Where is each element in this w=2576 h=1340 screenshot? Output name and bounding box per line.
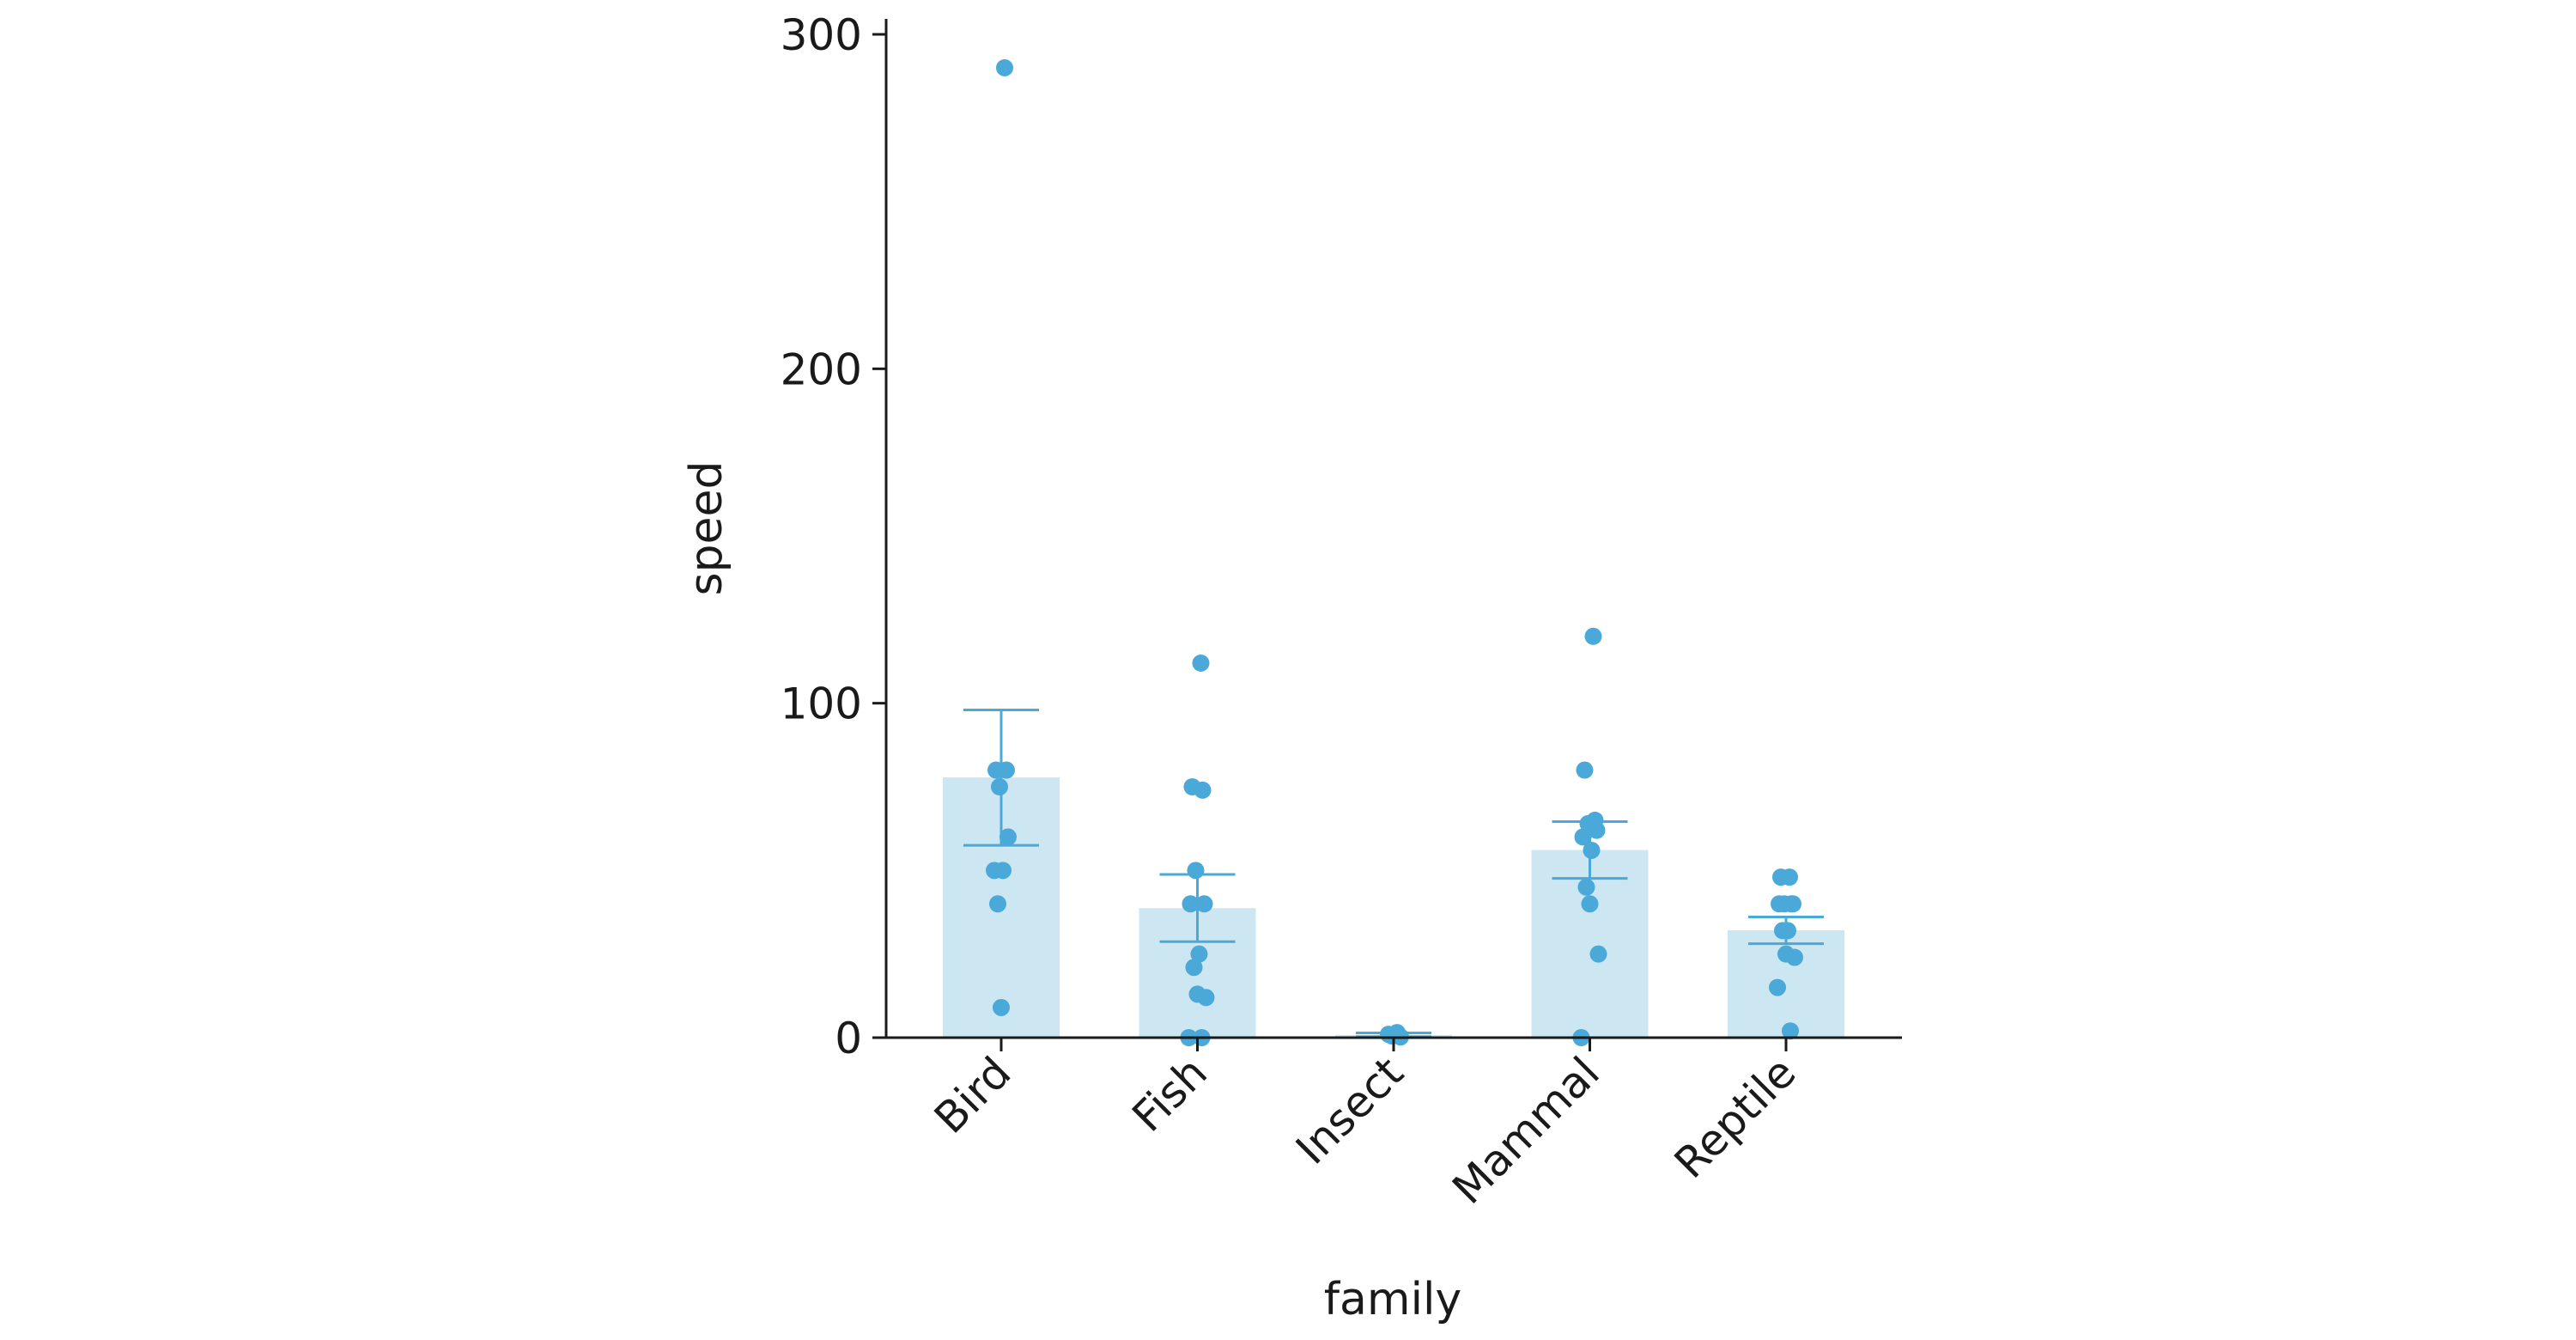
data-point (1771, 895, 1788, 913)
data-point (1784, 895, 1801, 913)
data-point (1583, 841, 1601, 859)
data-point (1197, 989, 1215, 1007)
y-tick-label-200: 200 (781, 344, 862, 394)
data-point (1769, 978, 1786, 996)
bars-layer (943, 777, 1844, 1038)
data-point (989, 895, 1006, 913)
data-point (1185, 959, 1203, 977)
y-axis-title: speed (681, 460, 732, 595)
x-tick-label-reptile: Reptile (1665, 1047, 1805, 1187)
data-point (998, 761, 1015, 779)
x-tick-label-insect: Insect (1286, 1047, 1413, 1173)
ticks-layer: Bird Fish Insect Mammal Reptile 0 100 200 300 (781, 10, 1806, 1214)
data-point (996, 58, 1013, 76)
x-tick-label-mammal: Mammal (1443, 1047, 1609, 1214)
data-point (1190, 945, 1208, 963)
data-point (1187, 862, 1205, 880)
y-tick-label-300: 300 (781, 10, 862, 60)
error-bars-layer (963, 708, 1824, 1038)
data-point (1772, 868, 1789, 886)
data-point (1576, 761, 1594, 779)
data-point (1182, 895, 1200, 913)
error-bar-bird (963, 708, 1039, 847)
data-point (1782, 1022, 1799, 1040)
data-point (1774, 922, 1791, 940)
data-point (1581, 895, 1599, 913)
data-point (994, 862, 1012, 880)
data-point (1194, 781, 1212, 799)
data-point (999, 828, 1017, 846)
x-axis-title: family (1324, 1274, 1462, 1325)
data-point (993, 998, 1010, 1016)
data-point (991, 778, 1008, 795)
y-tick-label-0: 0 (835, 1014, 862, 1063)
data-point (1588, 821, 1606, 839)
data-point (1574, 828, 1592, 846)
x-tick-label-bird: Bird (925, 1047, 1020, 1142)
data-point (1195, 895, 1213, 913)
y-tick-label-100: 100 (781, 679, 862, 729)
data-point (1786, 948, 1803, 966)
data-point (1584, 627, 1602, 645)
points-layer (986, 58, 1803, 1046)
x-tick-label-fish: Fish (1123, 1047, 1217, 1141)
data-point (1192, 654, 1210, 672)
data-point (1589, 945, 1607, 963)
data-point (1577, 878, 1595, 896)
